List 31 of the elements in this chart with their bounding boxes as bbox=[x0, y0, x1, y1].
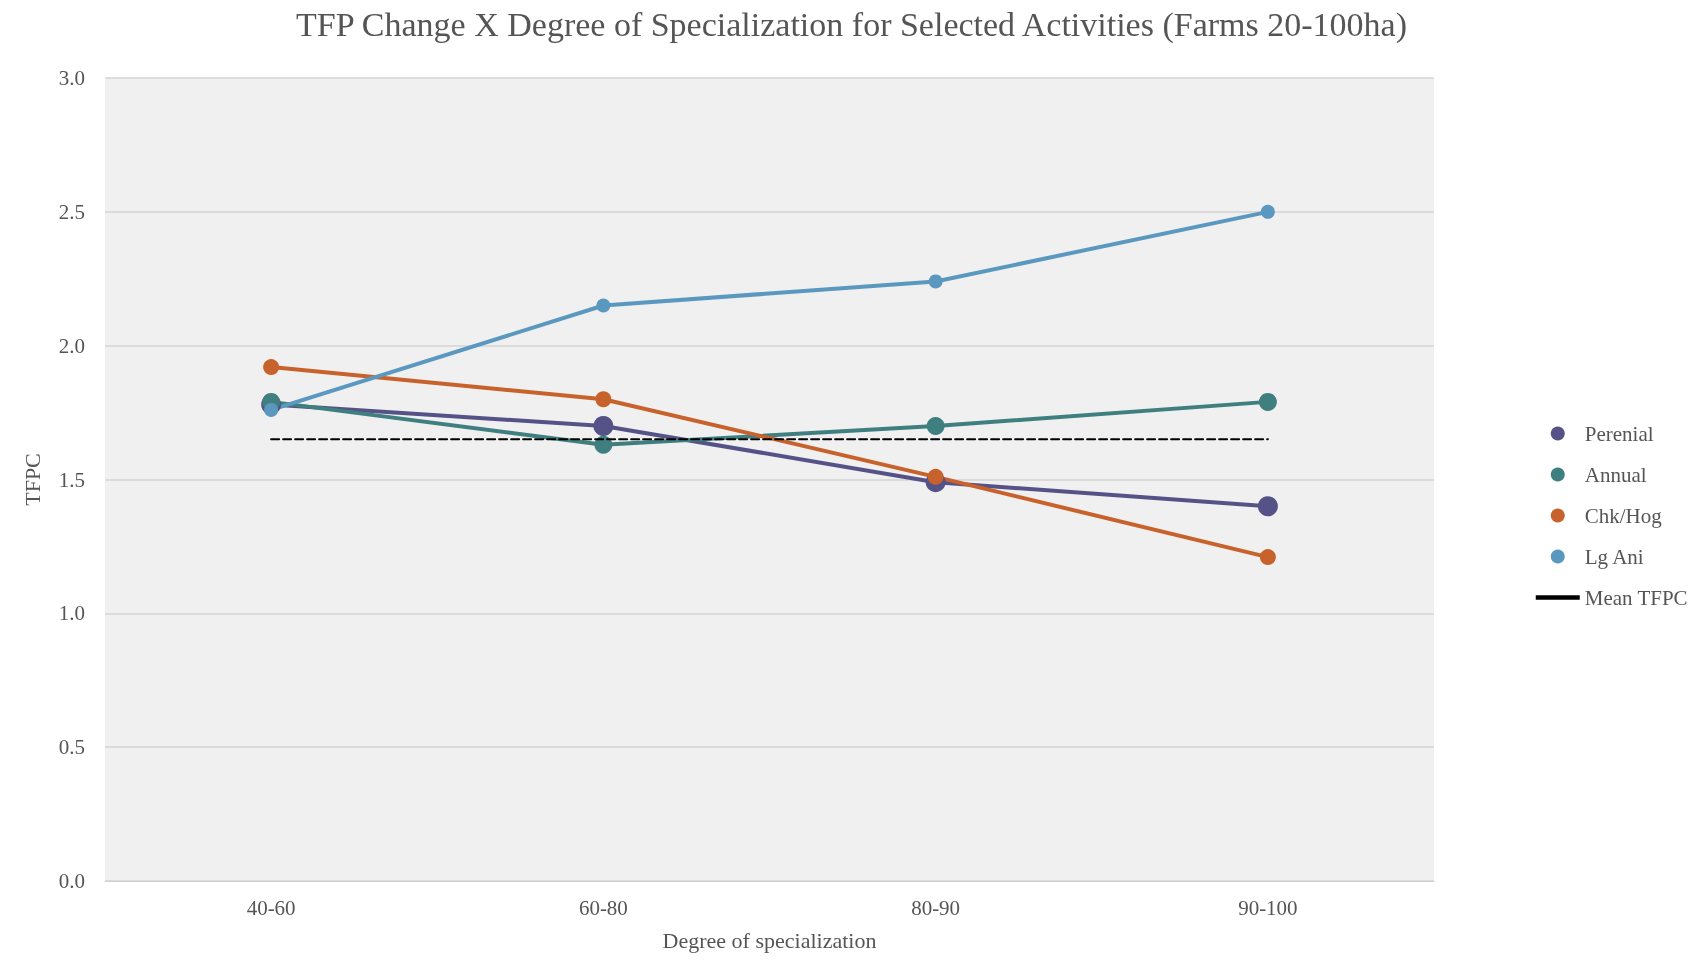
y-tick-label: 3.0 bbox=[58, 66, 85, 90]
point bbox=[593, 415, 614, 436]
point bbox=[1258, 392, 1277, 411]
legend-label: Mean TFPC bbox=[1584, 585, 1688, 610]
point bbox=[927, 468, 944, 485]
x-tick-label: 40-60 bbox=[246, 895, 296, 920]
chart-title: TFP Change X Degree of Specialization for Selected Activities (Farms 20-100ha) bbox=[296, 5, 1407, 44]
point bbox=[595, 391, 612, 408]
y-tick-label: 2.5 bbox=[58, 199, 85, 224]
y-axis-title: TFPC bbox=[19, 453, 45, 506]
point bbox=[928, 274, 943, 289]
y-tick-label: 1.5 bbox=[58, 467, 85, 492]
x-tick-label: 60-80 bbox=[578, 895, 628, 920]
point bbox=[1257, 496, 1278, 517]
point bbox=[263, 359, 280, 376]
point bbox=[596, 298, 611, 313]
y-tick-label: 0.5 bbox=[58, 735, 85, 760]
legend-label: Perenial bbox=[1584, 421, 1654, 446]
point bbox=[926, 416, 945, 435]
point bbox=[1260, 204, 1275, 219]
x-axis-title: Degree of specialization bbox=[662, 927, 877, 953]
point bbox=[264, 402, 279, 417]
point bbox=[1259, 549, 1276, 566]
y-tick-label: 2.0 bbox=[58, 333, 85, 358]
y-tick-label: 1.0 bbox=[58, 601, 85, 626]
legend-label: Chk/Hog bbox=[1584, 503, 1663, 528]
legend-label: Annual bbox=[1584, 462, 1647, 487]
x-tick-label: 80-90 bbox=[911, 895, 961, 920]
legend-label: Lg Ani bbox=[1584, 544, 1644, 569]
x-tick-label: 90-100 bbox=[1238, 895, 1298, 920]
y-tick-label: 0.0 bbox=[58, 869, 85, 893]
